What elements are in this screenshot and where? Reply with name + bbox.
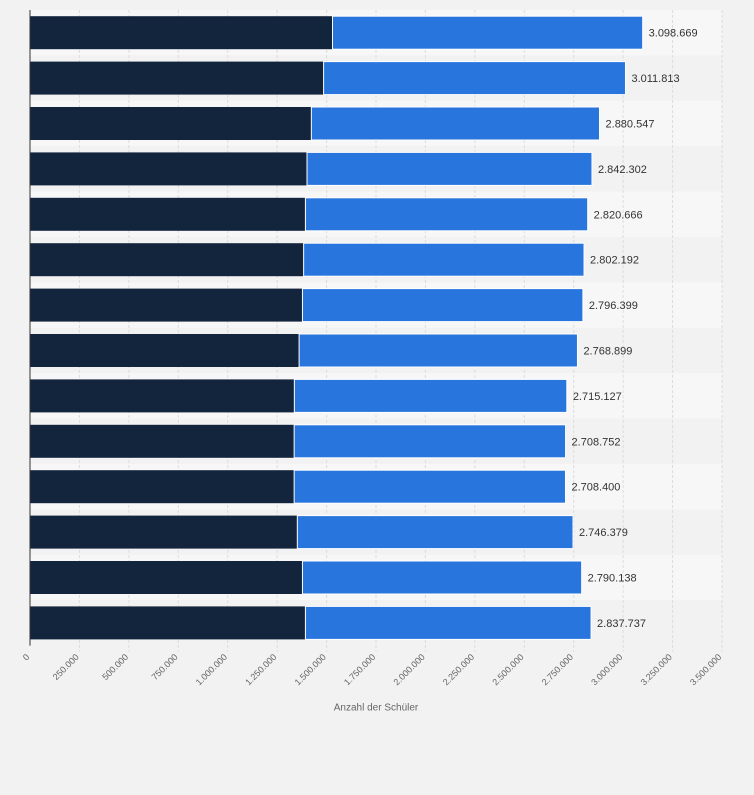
total-label: 2.708.752 — [572, 436, 621, 448]
bar-series-2 — [304, 197, 589, 232]
x-tick-label: 1.250.000 — [243, 652, 278, 687]
total-label: 2.842.302 — [598, 164, 647, 176]
total-label: 2.880.547 — [606, 119, 655, 131]
bar-series-2 — [301, 288, 584, 323]
bar-series-2 — [296, 515, 574, 550]
bar-series-1 — [30, 16, 333, 50]
bar-series-2 — [323, 61, 626, 96]
total-label: 2.768.899 — [583, 346, 632, 358]
total-label: 3.011.813 — [631, 73, 679, 85]
bar-series-2 — [293, 469, 566, 504]
bar-series-2 — [304, 605, 592, 640]
x-tick-label: 2.750.000 — [540, 652, 575, 687]
bar-series-2 — [293, 424, 567, 459]
bar-series-1 — [30, 61, 324, 95]
x-axis-ticks: 0 250.000 500.000 750.000 1.000.000 1.250.000… — [21, 652, 724, 687]
total-label: 2.708.400 — [571, 482, 620, 494]
bar-series-2 — [306, 151, 593, 186]
x-tick-label: 2.000.000 — [391, 652, 426, 687]
bar-series-2 — [298, 333, 578, 368]
bar-series-1 — [30, 561, 303, 594]
x-tick-label: 2.500.000 — [490, 652, 525, 687]
bar-series-2 — [310, 106, 601, 141]
x-tick-label: 3.250.000 — [639, 652, 674, 687]
bar-series-1 — [30, 606, 306, 640]
bars — [30, 15, 644, 640]
bar-series-2 — [293, 378, 568, 413]
total-label: 2.820.666 — [594, 209, 643, 221]
x-tick-label: 2.250.000 — [441, 652, 476, 687]
bar-series-1 — [30, 470, 295, 504]
bar-series-2 — [332, 15, 644, 50]
bar-series-1 — [30, 197, 306, 231]
x-tick-label: 250.000 — [51, 652, 81, 682]
x-tick-label: 750.000 — [150, 652, 180, 682]
total-label: 2.837.737 — [597, 618, 646, 630]
total-label: 2.790.138 — [588, 573, 637, 585]
bar-series-1 — [30, 334, 300, 367]
x-tick-label: 1.000.000 — [194, 652, 229, 687]
x-tick-label: 1.750.000 — [342, 652, 377, 687]
bar-series-2 — [303, 242, 585, 277]
total-label: 2.715.127 — [573, 391, 622, 403]
total-labels: 3.098.669 3.011.813 2.880.547 2.842.302 2.82… — [571, 28, 697, 630]
x-tick-label: 500.000 — [100, 652, 130, 682]
bar-series-1 — [30, 379, 295, 413]
total-label: 3.098.669 — [649, 28, 698, 40]
total-label: 2.746.379 — [579, 527, 628, 539]
x-tick-label: 3.000.000 — [589, 652, 624, 687]
x-tick-label: 3.500.000 — [688, 652, 723, 687]
bar-series-1 — [30, 515, 298, 549]
bar-series-1 — [30, 424, 295, 458]
bar-series-1 — [30, 152, 307, 186]
x-tick-label: 1.500.000 — [293, 652, 328, 687]
total-label: 2.802.192 — [590, 255, 639, 267]
bar-series-1 — [30, 107, 312, 140]
x-tick-label: 0 — [21, 652, 32, 663]
bar-series-2 — [301, 560, 583, 595]
total-label: 2.796.399 — [589, 300, 638, 312]
bar-series-1 — [30, 288, 303, 322]
bar-series-1 — [30, 243, 304, 277]
x-axis-title: Anzahl der Schüler — [334, 703, 419, 714]
